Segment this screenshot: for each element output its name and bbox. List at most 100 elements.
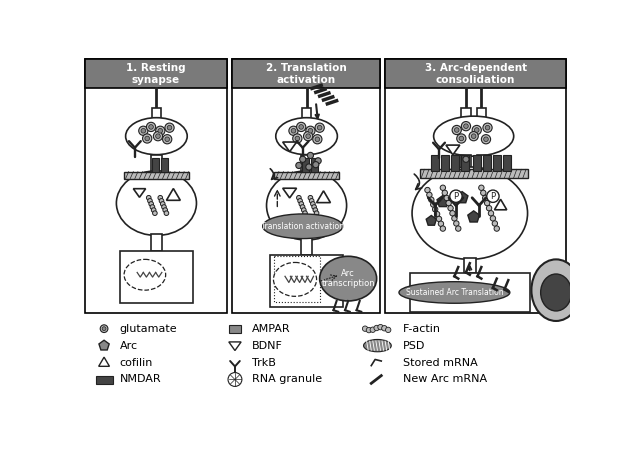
Text: Stored mRNA: Stored mRNA — [403, 358, 478, 367]
Ellipse shape — [289, 126, 298, 136]
Polygon shape — [426, 215, 436, 225]
Ellipse shape — [485, 201, 490, 206]
Bar — [274, 256, 321, 302]
Text: P: P — [490, 192, 495, 201]
Bar — [311, 158, 318, 171]
Polygon shape — [317, 191, 330, 203]
Ellipse shape — [138, 126, 148, 136]
Ellipse shape — [315, 137, 319, 142]
Ellipse shape — [471, 134, 476, 138]
Ellipse shape — [488, 211, 493, 216]
Ellipse shape — [487, 190, 499, 202]
Bar — [151, 234, 162, 251]
Bar — [451, 155, 459, 171]
Bar — [85, 59, 227, 89]
Ellipse shape — [156, 126, 165, 136]
Ellipse shape — [425, 187, 430, 193]
Text: cofilin: cofilin — [119, 358, 153, 367]
Text: Arc
transcription: Arc transcription — [321, 269, 375, 288]
Ellipse shape — [148, 199, 152, 203]
Ellipse shape — [276, 118, 337, 154]
Text: glutamate: glutamate — [119, 324, 177, 334]
Ellipse shape — [450, 211, 455, 216]
Ellipse shape — [291, 129, 296, 133]
Bar — [96, 376, 112, 384]
Ellipse shape — [314, 211, 319, 215]
Bar — [301, 238, 312, 255]
Bar — [477, 155, 486, 171]
Ellipse shape — [483, 123, 492, 132]
Bar — [477, 108, 486, 123]
Ellipse shape — [145, 136, 149, 141]
Bar — [464, 258, 476, 273]
Ellipse shape — [102, 327, 106, 331]
Ellipse shape — [453, 221, 459, 226]
Polygon shape — [283, 142, 297, 152]
Polygon shape — [99, 340, 109, 350]
Ellipse shape — [296, 162, 302, 169]
Ellipse shape — [297, 122, 306, 131]
Ellipse shape — [457, 134, 466, 143]
Ellipse shape — [312, 135, 322, 144]
Ellipse shape — [432, 207, 438, 212]
Bar — [301, 154, 312, 171]
Ellipse shape — [363, 326, 368, 331]
Text: F-actin: F-actin — [403, 324, 441, 334]
Ellipse shape — [427, 192, 432, 198]
Ellipse shape — [162, 205, 166, 209]
Ellipse shape — [300, 156, 306, 162]
Bar — [493, 155, 500, 171]
Bar — [229, 325, 241, 333]
Ellipse shape — [452, 125, 462, 135]
Ellipse shape — [485, 125, 490, 130]
Ellipse shape — [455, 128, 459, 132]
Text: AMPAR: AMPAR — [252, 324, 291, 334]
Ellipse shape — [153, 131, 163, 141]
Ellipse shape — [158, 195, 163, 200]
Text: New Arc mRNA: New Arc mRNA — [403, 374, 487, 384]
Ellipse shape — [306, 164, 312, 170]
Ellipse shape — [304, 131, 312, 141]
Ellipse shape — [464, 124, 468, 129]
Text: PSD: PSD — [403, 341, 425, 351]
Ellipse shape — [492, 221, 498, 226]
Ellipse shape — [434, 212, 440, 217]
Ellipse shape — [442, 190, 448, 195]
Bar — [431, 155, 439, 171]
Ellipse shape — [165, 137, 170, 142]
Ellipse shape — [463, 156, 469, 162]
Bar — [441, 155, 449, 171]
Polygon shape — [283, 188, 297, 198]
Text: BDNF: BDNF — [252, 341, 283, 351]
Ellipse shape — [150, 205, 155, 209]
Ellipse shape — [306, 126, 315, 136]
Ellipse shape — [299, 124, 304, 129]
Polygon shape — [133, 189, 145, 197]
Ellipse shape — [483, 195, 488, 201]
Ellipse shape — [159, 199, 164, 203]
Ellipse shape — [147, 122, 156, 131]
Ellipse shape — [440, 185, 446, 190]
Ellipse shape — [486, 206, 491, 211]
Ellipse shape — [152, 211, 157, 215]
Ellipse shape — [274, 262, 317, 296]
Ellipse shape — [158, 129, 163, 133]
Bar — [161, 158, 168, 171]
Ellipse shape — [481, 135, 491, 144]
Bar — [385, 59, 566, 313]
Ellipse shape — [462, 122, 471, 131]
Polygon shape — [229, 342, 241, 350]
Bar — [462, 155, 469, 171]
Ellipse shape — [312, 205, 316, 209]
Ellipse shape — [399, 282, 510, 303]
Ellipse shape — [302, 208, 306, 213]
Bar — [151, 154, 162, 171]
Ellipse shape — [167, 125, 172, 130]
Text: Arc: Arc — [119, 341, 138, 351]
Ellipse shape — [141, 129, 145, 133]
Ellipse shape — [151, 208, 156, 213]
Ellipse shape — [295, 136, 300, 141]
Ellipse shape — [474, 128, 479, 132]
Ellipse shape — [479, 185, 484, 190]
Ellipse shape — [494, 226, 500, 231]
